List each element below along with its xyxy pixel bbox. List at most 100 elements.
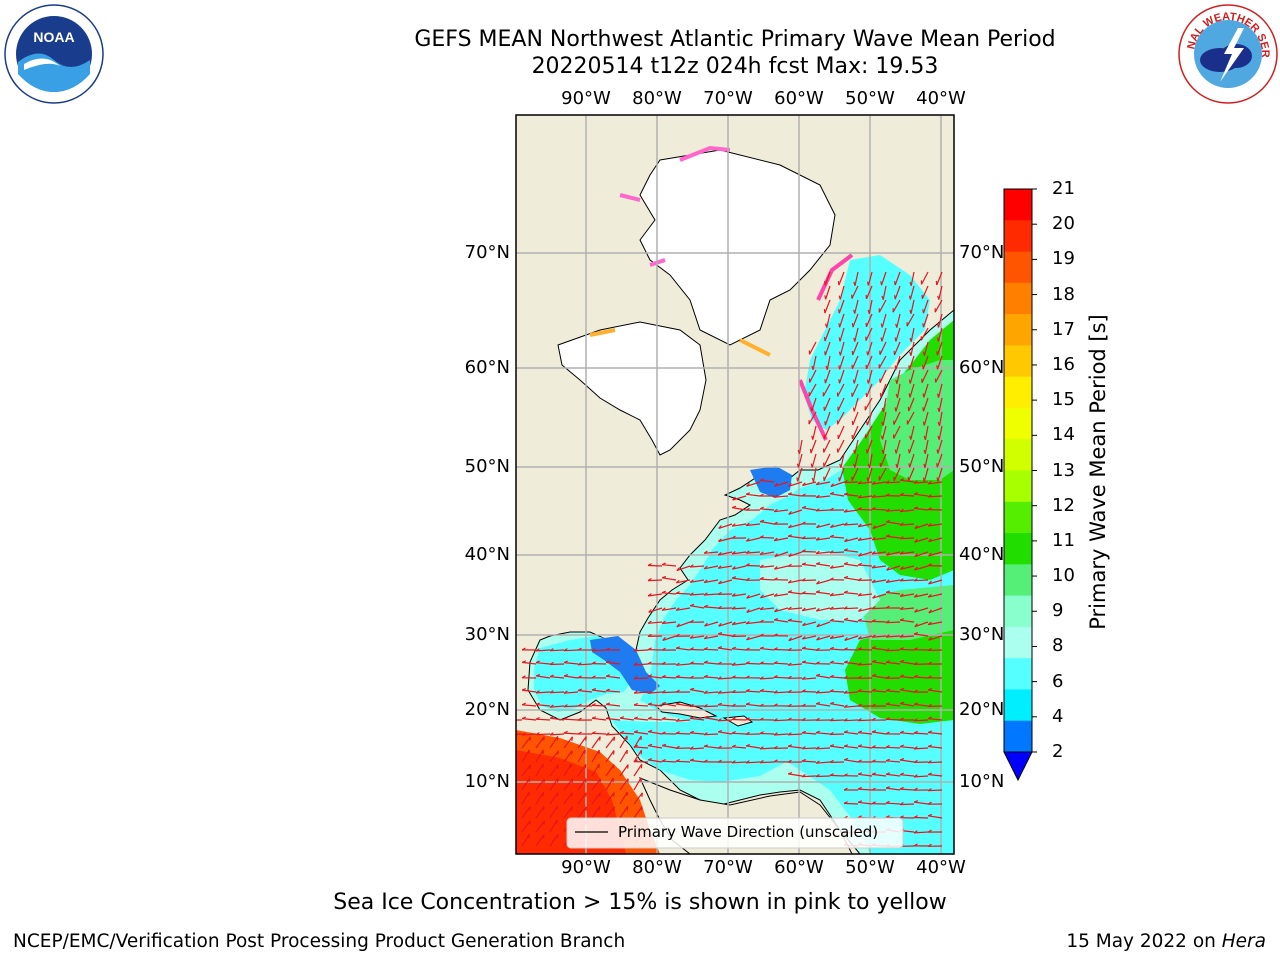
wave-direction-arrowhead — [801, 746, 806, 750]
wave-direction-arrow — [549, 834, 559, 847]
wave-direction-arrow — [760, 593, 775, 599]
wave-direction-arrow — [809, 369, 817, 383]
wave-direction-arrowhead — [731, 535, 736, 539]
wave-direction-arrow — [717, 691, 733, 694]
wave-direction-arrowhead — [871, 565, 876, 569]
wave-direction-arrowhead — [928, 538, 932, 543]
wave-direction-arrowhead — [871, 688, 876, 692]
wave-direction-arrowhead — [838, 365, 841, 370]
wave-direction-arrowhead — [871, 703, 876, 707]
wave-direction-arrow — [871, 508, 887, 511]
wave-direction-arrow — [913, 775, 929, 778]
wave-direction-arrowhead — [871, 745, 876, 749]
wave-direction-arrowhead — [591, 716, 597, 719]
wave-direction-arrow — [906, 411, 915, 425]
wave-direction-arrowhead — [801, 676, 806, 680]
wave-direction-arrow — [938, 285, 943, 300]
wave-direction-arrowhead — [824, 351, 826, 356]
wave-direction-arrowhead — [843, 492, 849, 495]
wave-direction-arrow — [886, 760, 901, 763]
wave-direction-arrow — [788, 635, 803, 642]
wave-direction-arrow — [760, 647, 775, 651]
wave-direction-arrow — [619, 749, 628, 763]
wave-direction-arrow — [830, 593, 845, 597]
wave-direction-arrowhead — [759, 703, 764, 707]
wave-direction-arrowhead — [838, 379, 841, 384]
wave-direction-arrowhead — [549, 661, 554, 666]
wave-direction-arrowhead — [675, 718, 680, 722]
wave-direction-arrow — [808, 341, 817, 355]
wave-direction-arrow — [521, 833, 531, 847]
wave-direction-arrow — [605, 750, 615, 763]
wave-direction-arrow — [928, 731, 943, 735]
wave-direction-arrow — [913, 676, 929, 679]
wave-direction-arrowhead — [535, 716, 540, 720]
wave-direction-arrow — [854, 299, 859, 314]
wave-direction-arrowhead — [885, 519, 891, 523]
wave-direction-arrowhead — [543, 736, 545, 741]
wave-direction-arrowhead — [689, 661, 694, 665]
wave-direction-arrow — [675, 592, 691, 595]
wave-direction-arrow — [928, 689, 943, 693]
wave-direction-arrowhead — [928, 552, 932, 557]
wave-direction-arrowhead — [843, 744, 849, 747]
wave-direction-arrowhead — [899, 578, 904, 582]
wave-direction-arrowhead — [675, 579, 680, 584]
lat-label-right-60n: 60°N — [959, 357, 1005, 378]
wave-direction-arrowhead — [787, 606, 792, 610]
wave-direction-arrowhead — [871, 494, 876, 498]
lat-label-left-30n: 30°N — [464, 624, 510, 645]
wave-direction-arrow — [824, 327, 831, 342]
wave-direction-arrow — [923, 383, 929, 398]
wave-direction-arrow — [815, 747, 831, 750]
sea-ice-note: Sea Ice Concentration > 15% is shown in … — [333, 890, 947, 915]
wave-direction-arrow — [839, 341, 845, 356]
wave-direction-arrowhead — [591, 731, 596, 734]
wave-direction-arrowhead — [853, 309, 856, 314]
wave-direction-arrowhead — [731, 606, 736, 610]
wave-direction-arrow — [867, 271, 873, 286]
wave-direction-arrowhead — [605, 702, 611, 705]
wave-direction-arrowhead — [605, 660, 611, 663]
wave-direction-arrowhead — [899, 730, 904, 734]
colorbar-tick-label: 17 — [1052, 318, 1075, 340]
wave-direction-arrowhead — [937, 393, 940, 398]
wave-direction-arrow — [880, 383, 887, 398]
wave-direction-arrow — [606, 717, 621, 721]
wave-direction-arrow — [718, 579, 733, 585]
wave-direction-arrow — [871, 620, 887, 623]
wave-direction-arrowhead — [759, 493, 764, 497]
wave-direction-arrow — [690, 579, 705, 583]
wave-direction-arrowhead — [857, 815, 862, 819]
wave-direction-arrowhead — [773, 577, 778, 581]
wave-direction-arrow — [824, 341, 831, 356]
wave-direction-arrow — [851, 383, 859, 397]
wave-direction-arrowhead — [717, 759, 722, 763]
wave-direction-arrow — [910, 425, 915, 440]
wave-direction-arrow — [577, 749, 586, 763]
wave-direction-arrowhead — [913, 800, 919, 803]
wave-direction-arrow — [914, 593, 929, 598]
wave-direction-arrow — [773, 676, 789, 679]
wave-direction-arrowhead — [641, 792, 643, 797]
wave-direction-arrowhead — [913, 480, 918, 484]
wave-direction-arrowhead — [521, 647, 526, 651]
wave-direction-arrow — [774, 481, 789, 487]
wave-direction-arrowhead — [704, 622, 708, 627]
wave-direction-arrow — [913, 719, 929, 722]
wave-direction-arrow — [936, 453, 943, 468]
wave-direction-arrowhead — [816, 636, 820, 641]
wave-direction-arrow — [844, 661, 859, 665]
wave-direction-arrow — [549, 819, 558, 833]
wave-direction-arrowhead — [773, 745, 778, 749]
wave-direction-arrowhead — [894, 337, 897, 342]
wave-direction-arrowhead — [899, 717, 904, 721]
wave-direction-arrow — [844, 493, 859, 497]
wave-direction-arrowhead — [661, 674, 666, 678]
wave-direction-arrow — [676, 579, 691, 584]
wave-direction-arrowhead — [857, 608, 862, 612]
wave-direction-arrowhead — [801, 646, 807, 649]
wave-direction-arrow — [906, 313, 915, 327]
wave-direction-arrow — [563, 732, 579, 735]
wave-direction-arrow — [908, 439, 915, 454]
